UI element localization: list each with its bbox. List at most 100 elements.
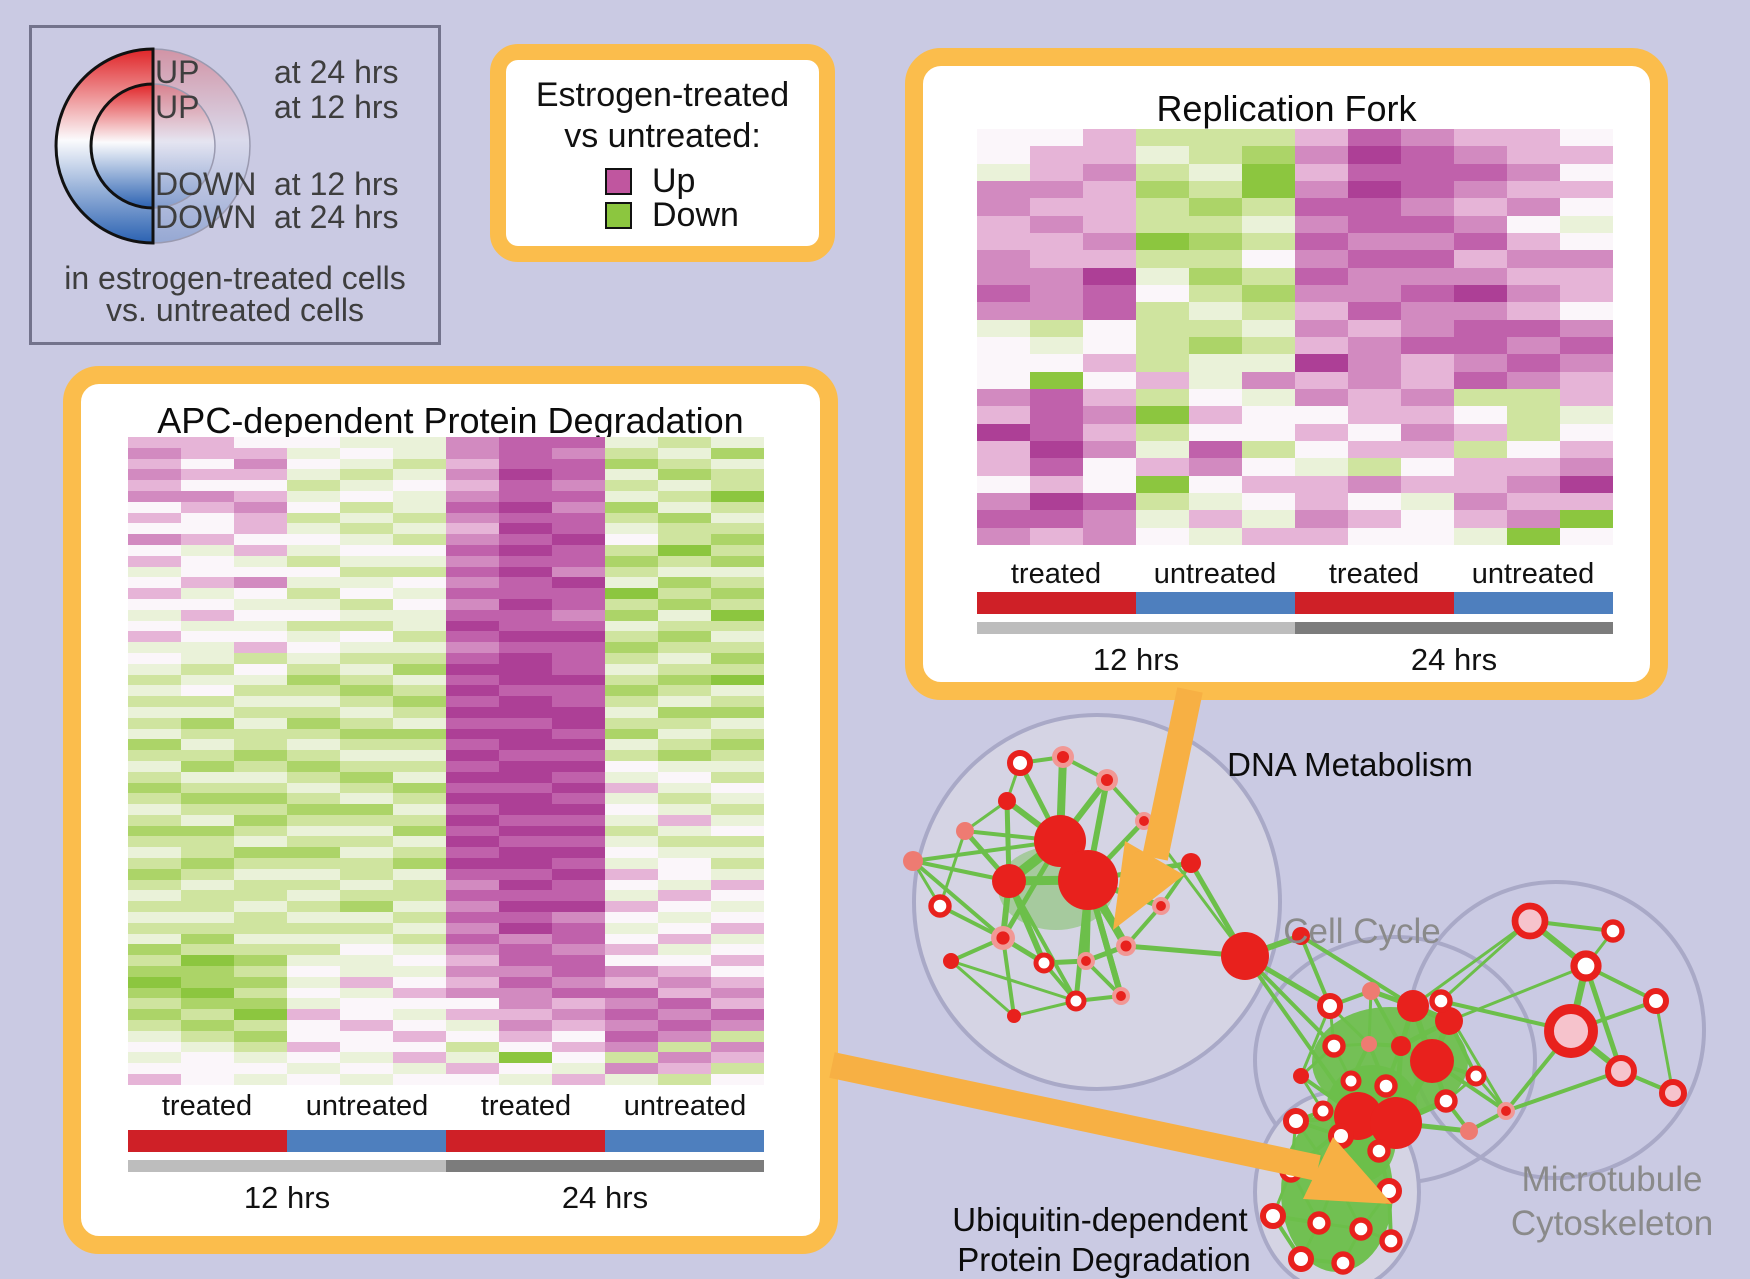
heatmap-cell [393, 642, 446, 653]
heatmap-cell [1401, 129, 1454, 147]
inner-circle-right-half [152, 83, 216, 209]
heatmap-cell [340, 858, 393, 869]
heatmap-cell [1348, 527, 1401, 545]
heatmap-cell [446, 1041, 499, 1053]
heatmap-row [128, 976, 764, 988]
heatmap-cell [287, 912, 340, 923]
network-edge [1105, 778, 1146, 823]
network-node [992, 864, 1026, 898]
heatmap-cell [1348, 406, 1401, 424]
heatmap-cell [499, 1009, 552, 1021]
heatmap-cell [1083, 475, 1136, 493]
heatmap-cell [552, 739, 605, 751]
network-edge [1272, 1214, 1320, 1225]
heatmap-cell [340, 469, 393, 481]
network-edge [1322, 1108, 1359, 1119]
heatmap-cell [552, 631, 605, 643]
network-node-core [1081, 956, 1091, 966]
heatmap-cell [181, 577, 234, 589]
heatmap-cell [1136, 354, 1189, 372]
network-edge [1377, 1150, 1391, 1192]
heatmap-cell [340, 663, 393, 675]
heatmap-cell [1136, 388, 1189, 407]
heatmap-cell [393, 847, 446, 859]
heatmap-cell [287, 1074, 340, 1085]
heatmap-cell [1507, 129, 1560, 147]
heatmap-cell [1401, 406, 1454, 424]
heatmap-cell [340, 944, 393, 956]
heatmap-cell [552, 696, 605, 707]
rf-group-label-treated-12: treated [1010, 558, 1102, 590]
network-edge [1468, 1109, 1507, 1133]
heatmap-cell [1507, 354, 1560, 372]
heatmap-cell [1242, 232, 1295, 251]
heatmap-cell [552, 490, 605, 502]
network-edge [1019, 755, 1064, 765]
heatmap-cell [181, 739, 234, 751]
network-node [1096, 769, 1118, 791]
heatmap-cell [1136, 146, 1189, 164]
heatmap-cell [605, 480, 658, 491]
heatmap-cell [977, 406, 1030, 424]
heatmap-cell [393, 1041, 446, 1053]
heatmap-cell [340, 1020, 393, 1031]
network-edge [1299, 1075, 1325, 1112]
heatmap-cell [446, 544, 499, 556]
network-edge [1384, 1045, 1403, 1087]
network-node [1112, 987, 1130, 1005]
heatmap-cell [499, 858, 552, 869]
heatmap-cell [977, 284, 1030, 303]
network-edge [1125, 943, 1246, 959]
heatmap-cell [1030, 423, 1083, 441]
heatmap-cell [552, 760, 605, 772]
heatmap-row [128, 814, 764, 826]
heatmap-cell [552, 609, 605, 621]
heatmap-cell [181, 512, 234, 524]
heatmap-cell [977, 458, 1030, 476]
heatmap-cell [234, 728, 287, 740]
heatmap-cell [393, 955, 446, 967]
heatmap-cell [1454, 336, 1507, 355]
network-node-core [1116, 991, 1126, 1001]
heatmap-row [128, 836, 764, 848]
edge-density-blob [1327, 1065, 1417, 1145]
heatmap-cell [446, 858, 499, 869]
heatmap-cell [287, 868, 340, 880]
heatmap-cell [499, 717, 552, 729]
heatmap-cell [1030, 492, 1083, 511]
heatmap-cell [234, 901, 287, 913]
heatmap-cell [181, 469, 234, 481]
network-node [1376, 1178, 1402, 1204]
scale-time-24: at 24 hrs [274, 54, 399, 90]
heatmap-row [128, 728, 764, 740]
heatmap-cell [1454, 510, 1507, 528]
heatmap-cell [552, 1052, 605, 1064]
heatmap-cell [1242, 423, 1295, 441]
heatmap-cell [711, 825, 764, 837]
apc-time-label-24: 24 hrs [561, 1180, 649, 1215]
heatmap-cell [393, 437, 446, 448]
heatmap-cell [552, 1009, 605, 1021]
heatmap-cell [128, 437, 181, 448]
heatmap-row [128, 685, 764, 697]
heatmap-cell [1083, 492, 1136, 511]
heatmap-cell [1083, 198, 1136, 216]
heatmap-cell [234, 879, 287, 891]
heatmap-cell [128, 836, 181, 848]
heatmap-cell [1030, 198, 1083, 216]
heatmap-cell [340, 998, 393, 1010]
network-node [1435, 1007, 1463, 1035]
down-label: Down [652, 196, 739, 234]
heatmap-cell [499, 523, 552, 535]
heatmap-cell [1454, 146, 1507, 164]
heatmap-cell [977, 440, 1030, 459]
heatmap-cell [1401, 146, 1454, 164]
heatmap-cell [605, 501, 658, 513]
heatmap-cell [658, 804, 711, 815]
heatmap-cell [393, 804, 446, 815]
heatmap-cell [234, 1063, 287, 1075]
heatmap-cell [1295, 354, 1348, 372]
network-node [1007, 1009, 1021, 1023]
heatmap-cell [446, 879, 499, 891]
heatmap-cell [1242, 406, 1295, 424]
